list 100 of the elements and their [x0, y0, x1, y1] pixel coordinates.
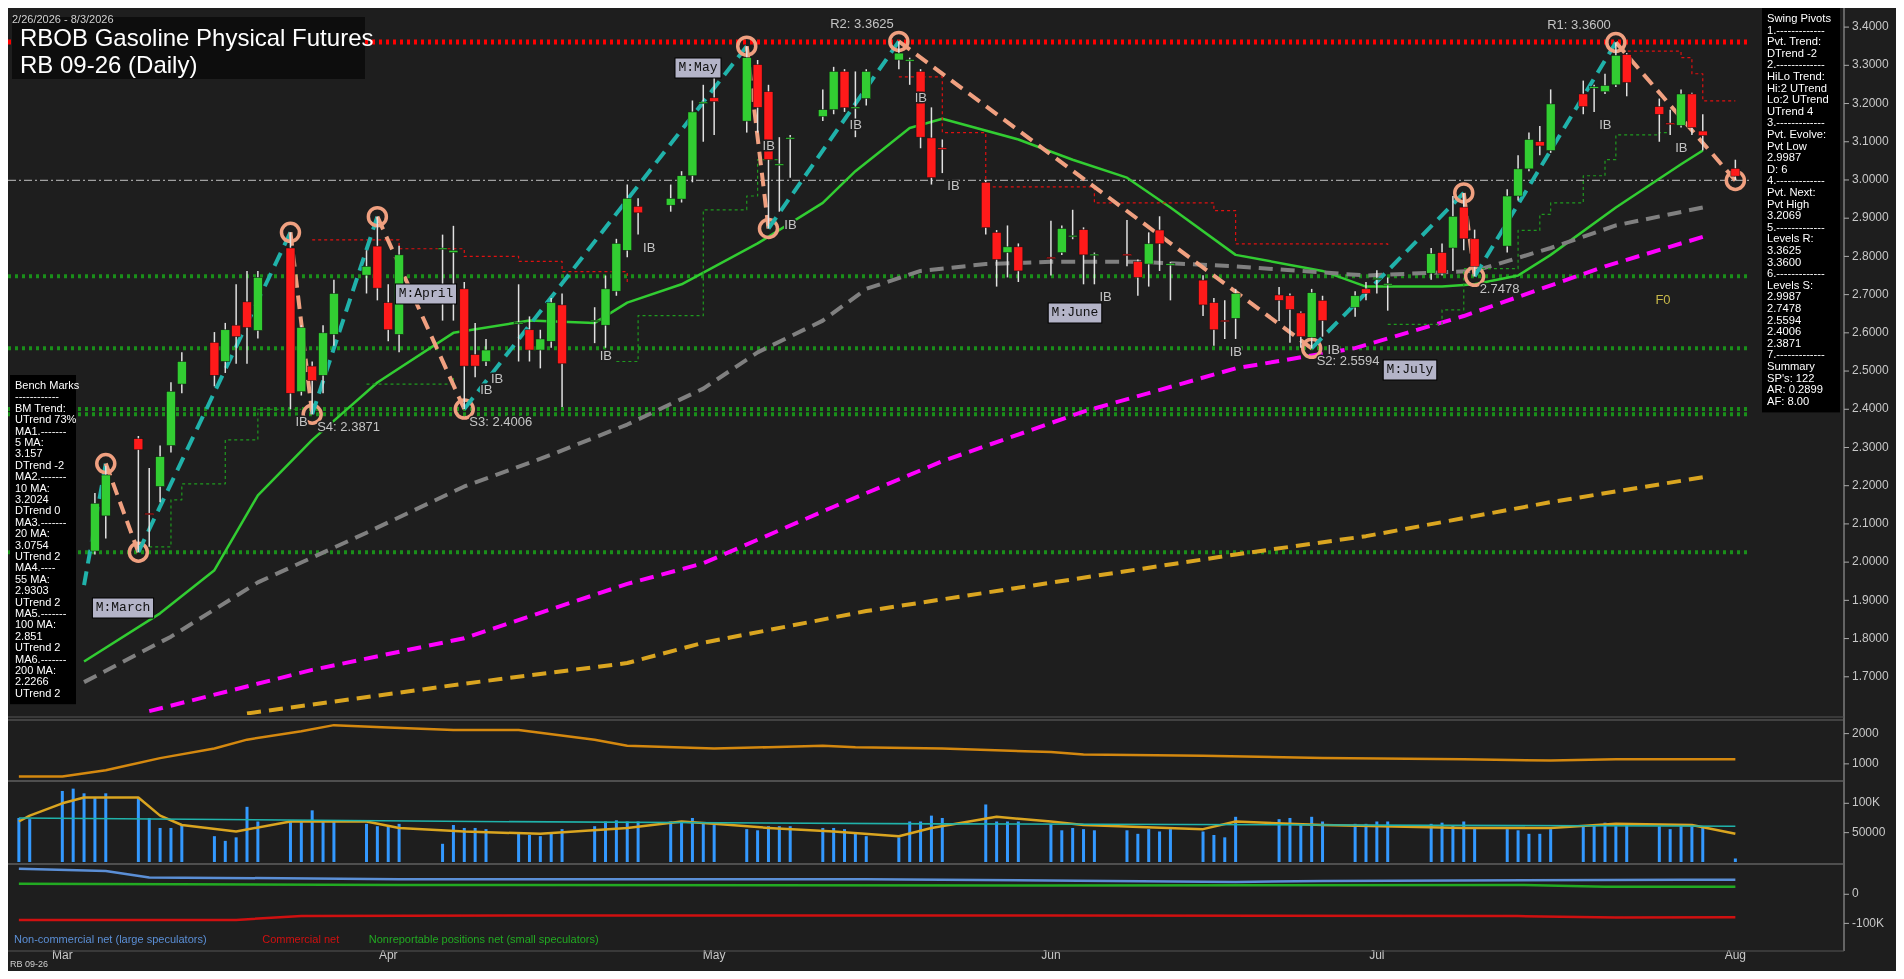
bar	[745, 829, 749, 862]
point	[736, 35, 758, 57]
bar	[310, 810, 314, 862]
text: Bench Marks ------------ BM Trend: UTrend 73% MA1.------- 5 MA: 3.157 DTrend -2 MA2.------- 10 MA: 3.2024 DTrend 0 MA3.------- 20 MA: 3.0754 UTrend 2 MA4.---- 55 MA: 2.9303 UTrend 2 MA5.------- 100 MA: 2.851 UTrend 2 MA6.------- 200 MA: 2.2266 UTrend 2	[15, 379, 80, 699]
candlestick	[144, 467, 154, 548]
bar	[1321, 821, 1325, 862]
annotation: IB	[491, 371, 504, 387]
text: Non-commercial net (large speculators)	[14, 933, 207, 945]
y-tick-label: 3.0000	[1852, 172, 1890, 187]
y-tick-label: 2.0000	[1852, 554, 1890, 569]
bar	[147, 817, 151, 862]
line-series	[17, 867, 1737, 884]
line-series	[17, 796, 1737, 838]
x-tick-label: Jun	[1041, 948, 1061, 962]
candlestick	[1578, 79, 1589, 115]
point	[279, 221, 302, 244]
bar	[625, 821, 629, 862]
y-tick-label: 3.2000	[1852, 95, 1890, 110]
annotation: IB	[480, 382, 493, 398]
text: RB 09-26	[10, 959, 49, 969]
annotation: M:July	[1386, 362, 1434, 378]
bar	[169, 827, 173, 862]
bar	[1299, 823, 1303, 862]
y-tick-label: 2.5000	[1852, 363, 1890, 378]
x-tick-label: Aug	[1724, 948, 1747, 962]
annotation: R1: 3.3600	[1547, 17, 1611, 33]
line-series	[82, 117, 1705, 663]
candlestick	[1372, 269, 1382, 295]
bar	[1462, 821, 1466, 862]
y-tick-label: 2.3000	[1852, 439, 1890, 454]
bar	[560, 829, 564, 862]
bar	[158, 827, 162, 862]
bar	[517, 833, 521, 862]
bar	[321, 821, 325, 862]
y-tick-label: 2.1000	[1852, 516, 1890, 531]
annotation: IB	[1599, 117, 1612, 133]
candlestick	[177, 351, 187, 394]
bar	[1679, 826, 1683, 862]
annotation: 2/26/2026 - 8/3/2026	[12, 13, 114, 25]
annotation: M:June	[1051, 305, 1099, 321]
y-tick-label: 2000	[1852, 725, 1880, 740]
bar	[1614, 826, 1618, 862]
bar	[690, 817, 694, 862]
candlestick	[513, 283, 524, 363]
bar	[82, 793, 86, 862]
bar	[17, 817, 21, 862]
series-label: Commercial net	[262, 933, 340, 945]
bar	[1082, 829, 1086, 862]
bar	[984, 804, 988, 862]
bar	[1625, 825, 1629, 862]
annotation: IB	[643, 240, 656, 256]
point	[1453, 182, 1475, 204]
annotation: 2.7478	[1479, 281, 1520, 297]
text: RB 09-26 (Daily)	[20, 51, 198, 78]
bar	[897, 837, 901, 862]
bar	[71, 788, 75, 862]
bar	[180, 825, 184, 862]
bar	[212, 836, 216, 862]
bar	[1657, 826, 1661, 862]
bar	[484, 829, 488, 862]
y-tick-label: 50000	[1852, 824, 1886, 839]
bar	[234, 837, 238, 862]
bar	[441, 843, 445, 862]
bar	[1592, 825, 1596, 862]
bar	[1049, 823, 1053, 862]
candlestick	[1730, 158, 1741, 182]
candlestick	[785, 134, 795, 179]
bar	[136, 797, 140, 862]
point	[757, 217, 780, 240]
y-tick-label: 3.1000	[1852, 133, 1890, 148]
candlestick	[1122, 219, 1132, 268]
y-tick-label: 3.4000	[1852, 19, 1890, 34]
bar	[1016, 821, 1020, 862]
bar	[332, 821, 336, 862]
candlestick	[1382, 276, 1393, 312]
bar	[1223, 837, 1227, 862]
bar	[1690, 826, 1694, 862]
annotation: M:May	[678, 60, 718, 76]
bar	[777, 826, 781, 862]
bar	[527, 835, 531, 862]
point	[95, 452, 117, 475]
annotation: IB	[599, 348, 612, 364]
bar	[473, 827, 477, 862]
candlestick	[133, 435, 144, 553]
bar	[1201, 831, 1205, 862]
y-tick-label: 2.4000	[1852, 401, 1890, 416]
x-tick-label: Mar	[51, 948, 73, 962]
candlestick	[1361, 281, 1371, 302]
y-tick-label: 1000	[1852, 756, 1880, 771]
bar	[1277, 819, 1281, 862]
bar	[375, 826, 379, 862]
annotation: IB	[1229, 344, 1243, 360]
bar	[1581, 826, 1585, 862]
bar	[1310, 816, 1314, 862]
candlestick	[1698, 113, 1708, 152]
bar	[1733, 858, 1737, 862]
annotation: F0	[1655, 292, 1671, 307]
line-series	[245, 475, 1705, 715]
bar	[1473, 827, 1477, 862]
bar	[538, 836, 542, 862]
